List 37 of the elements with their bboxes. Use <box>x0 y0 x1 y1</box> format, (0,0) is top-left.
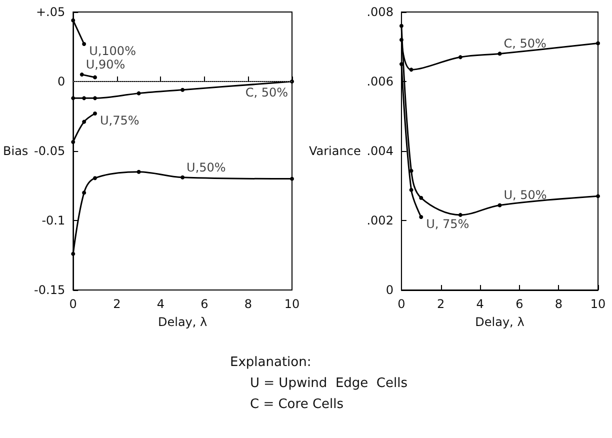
y-tick-label: -0.05 <box>34 144 66 158</box>
annotation: C, 50% <box>245 86 288 100</box>
x-tick-label: 4 <box>156 297 164 311</box>
annotation: U, 50% <box>504 188 547 202</box>
x-tick-label: 10 <box>590 297 606 311</box>
y-tick-label: .004 <box>366 144 394 158</box>
y-tick-label: +.05 <box>36 5 66 19</box>
text: U = Upwind Edge Cells <box>249 375 408 393</box>
x-tick-label: 2 <box>113 297 121 311</box>
x-tick-label: 6 <box>516 297 524 311</box>
x-tick-label: 2 <box>436 297 445 311</box>
y-axis-title: Variance <box>308 144 361 158</box>
y-tick-label: -0.15 <box>34 283 66 297</box>
annotation: U,90% <box>86 58 126 72</box>
annotation: U,100% <box>89 44 136 58</box>
y-tick-label: .002 <box>366 214 394 228</box>
text: Explanation: <box>230 354 312 372</box>
x-tick-label: 6 <box>200 297 208 311</box>
x-tick-label: 4 <box>476 297 484 311</box>
text: C = Core Cells <box>249 396 345 414</box>
x-tick-label: 0 <box>398 297 406 311</box>
y-tick-label: -0.1 <box>42 214 66 228</box>
y-tick-label: 0 <box>386 283 394 297</box>
x-tick-label: 10 <box>284 297 300 311</box>
annotation: C, 50% <box>504 36 546 51</box>
x-axis-title: Delay, λ <box>475 315 524 329</box>
x-tick-label: 0 <box>69 297 77 311</box>
y-tick-label: 0 <box>57 74 66 88</box>
y-tick-label: .008 <box>366 5 394 19</box>
x-tick-label: 8 <box>244 297 252 311</box>
y-axis-title: Bias <box>3 144 28 158</box>
annotation: U,50% <box>186 160 226 174</box>
x-axis-title: Delay, λ <box>158 315 208 329</box>
annotation: U, 75% <box>426 217 470 232</box>
annotation: U,75% <box>100 113 140 128</box>
y-tick-label: .006 <box>366 74 394 88</box>
x-tick-label: 8 <box>554 297 563 311</box>
